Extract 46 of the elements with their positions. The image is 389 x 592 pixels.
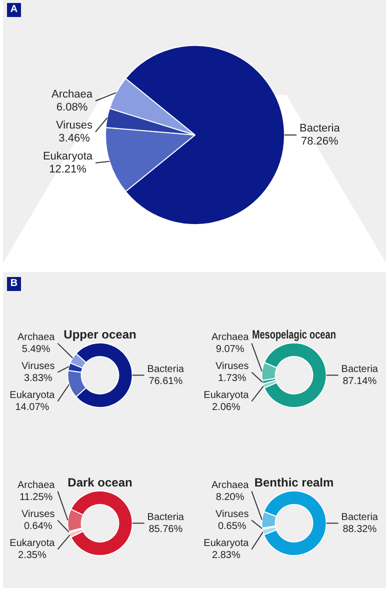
slice-label: Eukaryota xyxy=(204,390,250,402)
slice-label: Archaea xyxy=(211,480,250,492)
slice-label: Bacteria xyxy=(147,364,184,375)
data-label: 2.35% xyxy=(18,550,46,562)
data-label: 2.83% xyxy=(212,550,240,562)
slice-label: Archaea xyxy=(17,332,56,344)
slice-label: Eukaryota xyxy=(10,390,56,402)
data-label: 88.32% xyxy=(342,524,377,535)
data-label: 78.26% xyxy=(301,136,339,148)
data-label: 12.21% xyxy=(49,163,87,176)
data-label: 14.07% xyxy=(15,402,50,414)
data-label: 85.76% xyxy=(148,524,183,535)
data-label: 3.83% xyxy=(24,373,52,384)
slice-label: Bacteria xyxy=(341,364,378,375)
data-label: 1.73% xyxy=(218,373,246,384)
data-label: 6.08% xyxy=(56,101,88,114)
data-label: 87.14% xyxy=(342,376,377,387)
slice-label: Archaea xyxy=(17,480,56,492)
slice-label: Archaea xyxy=(52,88,94,100)
data-label: 0.64% xyxy=(24,521,52,532)
slice-label: Archaea xyxy=(211,332,250,344)
data-label: 8.20% xyxy=(216,492,244,504)
data-label: 3.46% xyxy=(58,132,90,144)
data-label: 9.07% xyxy=(216,344,244,356)
slice-label: Eukaryota xyxy=(10,538,56,550)
slice-label: Eukaryota xyxy=(42,150,94,162)
data-label: 76.61% xyxy=(148,376,183,387)
data-label: 2.06% xyxy=(212,402,240,414)
slice-label: Bacteria xyxy=(341,512,378,523)
chart-title: Mesopelagic ocean xyxy=(252,328,336,342)
chart-title: Benthic realm xyxy=(254,476,334,490)
text: B xyxy=(7,277,21,291)
slice-label: Bacteria xyxy=(147,512,184,523)
chart-title: Dark ocean xyxy=(68,476,132,490)
data-label: 0.65% xyxy=(218,521,246,532)
text: A xyxy=(7,3,21,17)
slice-label: Viruses xyxy=(22,361,55,372)
data-label: 11.25% xyxy=(19,492,53,504)
chart-title: Upper ocean xyxy=(64,328,136,342)
slice-label: Viruses xyxy=(56,119,93,132)
data-label: 5.49% xyxy=(22,344,50,356)
slice-label: Bacteria xyxy=(299,122,341,135)
slice-label: Viruses xyxy=(22,509,55,520)
slice-label: Viruses xyxy=(216,361,249,372)
slice-label: Eukaryota xyxy=(204,538,250,550)
slice-label: Viruses xyxy=(216,509,249,520)
